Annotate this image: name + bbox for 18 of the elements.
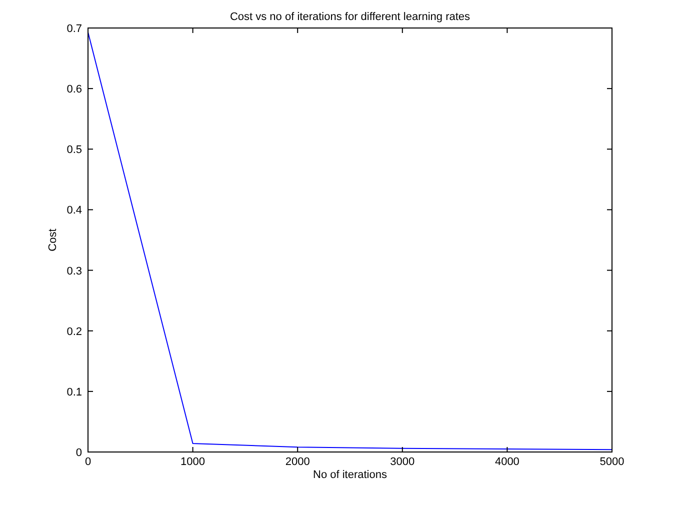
y-axis-title: Cost (47, 228, 59, 252)
y-tick-label: 0.4 (66, 204, 82, 217)
line-series (88, 32, 612, 450)
x-tick-label: 4000 (494, 456, 520, 468)
y-tick-label: 0.2 (66, 326, 82, 338)
y-tick-label: 0.6 (66, 84, 82, 96)
x-axis-title: No of iterations (313, 469, 388, 481)
x-tick-label: 1000 (180, 456, 206, 468)
y-tick-label: 0.7 (66, 23, 82, 35)
y-tick-label: 0.1 (66, 386, 82, 398)
chart-title: Cost vs no of iterations for different learning rates (230, 11, 471, 23)
x-tick-label: 3000 (390, 456, 415, 468)
x-tick-label: 5000 (600, 456, 624, 468)
x-tick-label: 2000 (285, 456, 310, 468)
y-tick-label: 0.5 (66, 144, 82, 156)
y-tick-label: 0 (76, 447, 82, 459)
y-tick-label: 0.3 (66, 265, 82, 278)
x-tick-label: 0 (84, 456, 92, 468)
